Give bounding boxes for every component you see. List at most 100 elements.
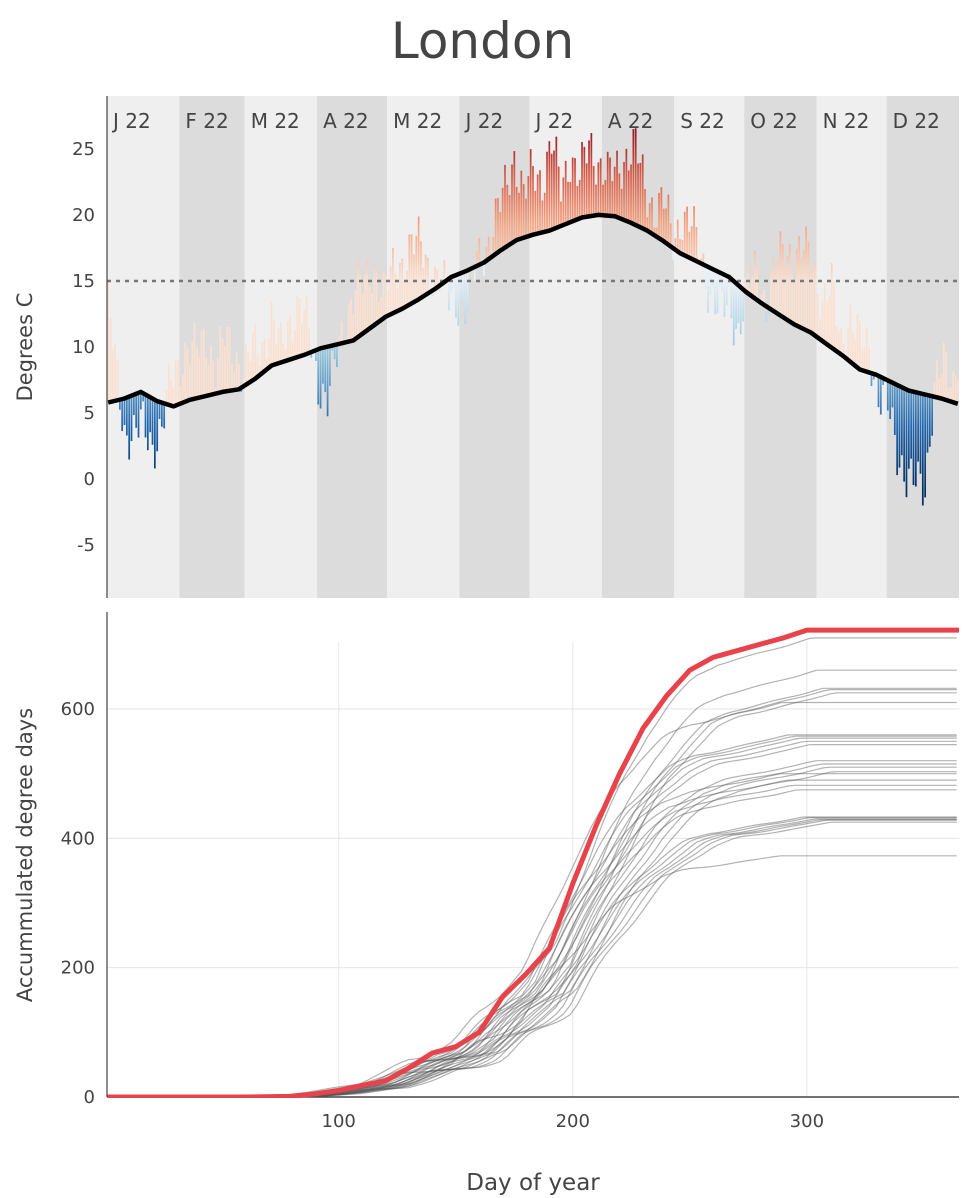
day-bar-141 <box>434 267 436 289</box>
bottom-x-ticks: 100 200 300 <box>322 1111 824 1132</box>
day-bar-73 <box>275 343 278 364</box>
day-bar-318 <box>847 326 849 361</box>
day-bar-327 <box>868 348 870 373</box>
day-bar-226 <box>632 129 635 224</box>
day-bar-198 <box>567 181 569 224</box>
day-bar-214 <box>604 179 607 216</box>
day-bar-244 <box>674 238 677 250</box>
day-bar-105 <box>350 299 352 341</box>
day-bar-116 <box>375 270 378 324</box>
day-bar-266 <box>725 275 728 306</box>
day-bar-207 <box>588 140 590 217</box>
day-bar-115 <box>373 263 376 326</box>
day-bar-343 <box>905 389 908 498</box>
day-bar-243 <box>672 248 674 260</box>
day-bar-271 <box>737 285 740 324</box>
day-bar-262 <box>716 271 719 314</box>
day-bar-76 <box>282 343 285 362</box>
bottom-y-ticks: 0 200 400 600 <box>61 699 95 1108</box>
day-bar-190 <box>548 141 551 231</box>
bottom-y-axis-title: Accummulated degree days <box>13 708 37 1002</box>
day-bar-94 <box>324 347 327 393</box>
day-bar-238 <box>660 187 663 240</box>
day-bar-74 <box>277 328 280 364</box>
day-bar-2 <box>109 318 112 402</box>
day-bar-202 <box>576 185 579 220</box>
day-bar-296 <box>795 248 798 326</box>
day-bar-284 <box>767 307 770 315</box>
history-line-10 <box>107 779 957 1098</box>
day-bar-130 <box>408 234 411 305</box>
day-bar-53 <box>228 326 231 391</box>
day-bar-181 <box>527 176 530 237</box>
day-bar-7 <box>121 399 124 432</box>
top-y-tick-0: 0 <box>84 469 95 490</box>
day-bar-283 <box>765 306 768 322</box>
day-bar-3 <box>111 348 114 402</box>
day-bar-160 <box>478 238 481 265</box>
bottom-y-tick-200: 200 <box>61 958 95 979</box>
history-line-23 <box>107 689 957 1098</box>
day-bar-338 <box>893 383 896 436</box>
day-bar-193 <box>555 136 558 228</box>
day-bar-23 <box>158 401 161 419</box>
day-bar-99 <box>336 344 338 368</box>
day-bar-191 <box>550 153 553 230</box>
day-bar-85 <box>303 309 306 355</box>
day-bar-137 <box>424 254 427 295</box>
day-bar-82 <box>296 295 299 358</box>
day-bar-234 <box>651 197 653 234</box>
history-line-17 <box>107 740 957 1098</box>
day-bar-279 <box>756 267 758 301</box>
day-bar-107 <box>354 289 357 339</box>
month-label-1: J 22 <box>111 109 151 133</box>
day-bar-167 <box>494 198 497 254</box>
day-bar-81 <box>294 330 296 358</box>
month-label-9: S 22 <box>680 109 725 133</box>
day-bar-13 <box>135 393 138 428</box>
day-bar-308 <box>823 283 826 343</box>
day-bar-8 <box>123 398 126 426</box>
day-bar-5 <box>116 358 119 401</box>
day-bar-295 <box>793 282 796 325</box>
day-bar-29 <box>172 387 175 407</box>
month-band-6 <box>459 96 530 598</box>
day-bar-345 <box>910 391 913 459</box>
day-bar-42 <box>203 329 205 397</box>
month-labels: J 22 F 22 M 22 A 22 M 22 J 22 J 22 A 22 S 22 O 22… <box>111 109 940 133</box>
day-bar-104 <box>347 304 350 342</box>
day-bar-44 <box>207 364 210 396</box>
day-bar-54 <box>231 362 233 391</box>
day-bar-9 <box>125 397 128 436</box>
day-bar-108 <box>357 260 359 337</box>
day-bar-174 <box>511 164 513 244</box>
day-bar-321 <box>854 339 856 366</box>
day-bar-79 <box>289 315 292 360</box>
day-bar-18 <box>146 395 149 451</box>
day-bar-36 <box>188 364 191 400</box>
history-line-22 <box>107 692 957 1098</box>
day-bar-351 <box>924 394 927 498</box>
day-bar-247 <box>681 240 684 255</box>
day-bar-311 <box>830 263 833 348</box>
day-bar-4 <box>114 343 117 401</box>
day-bar-133 <box>415 236 418 301</box>
day-bar-309 <box>826 301 828 345</box>
day-bar-188 <box>543 192 546 232</box>
day-bar-109 <box>359 274 362 336</box>
day-bar-251 <box>690 226 693 259</box>
history-line-9 <box>107 784 957 1098</box>
day-bar-17 <box>144 394 147 438</box>
day-bar-269 <box>732 281 735 346</box>
day-bar-186 <box>539 170 541 234</box>
day-bar-30 <box>174 359 177 406</box>
day-bar-304 <box>814 261 817 336</box>
day-bar-287 <box>774 271 777 313</box>
day-bar-265 <box>723 274 726 317</box>
day-bar-246 <box>679 239 681 254</box>
day-bar-87 <box>308 328 310 354</box>
day-bar-75 <box>280 322 282 363</box>
month-band-1 <box>107 96 180 598</box>
day-bar-252 <box>693 206 695 260</box>
day-bar-48 <box>217 358 219 394</box>
